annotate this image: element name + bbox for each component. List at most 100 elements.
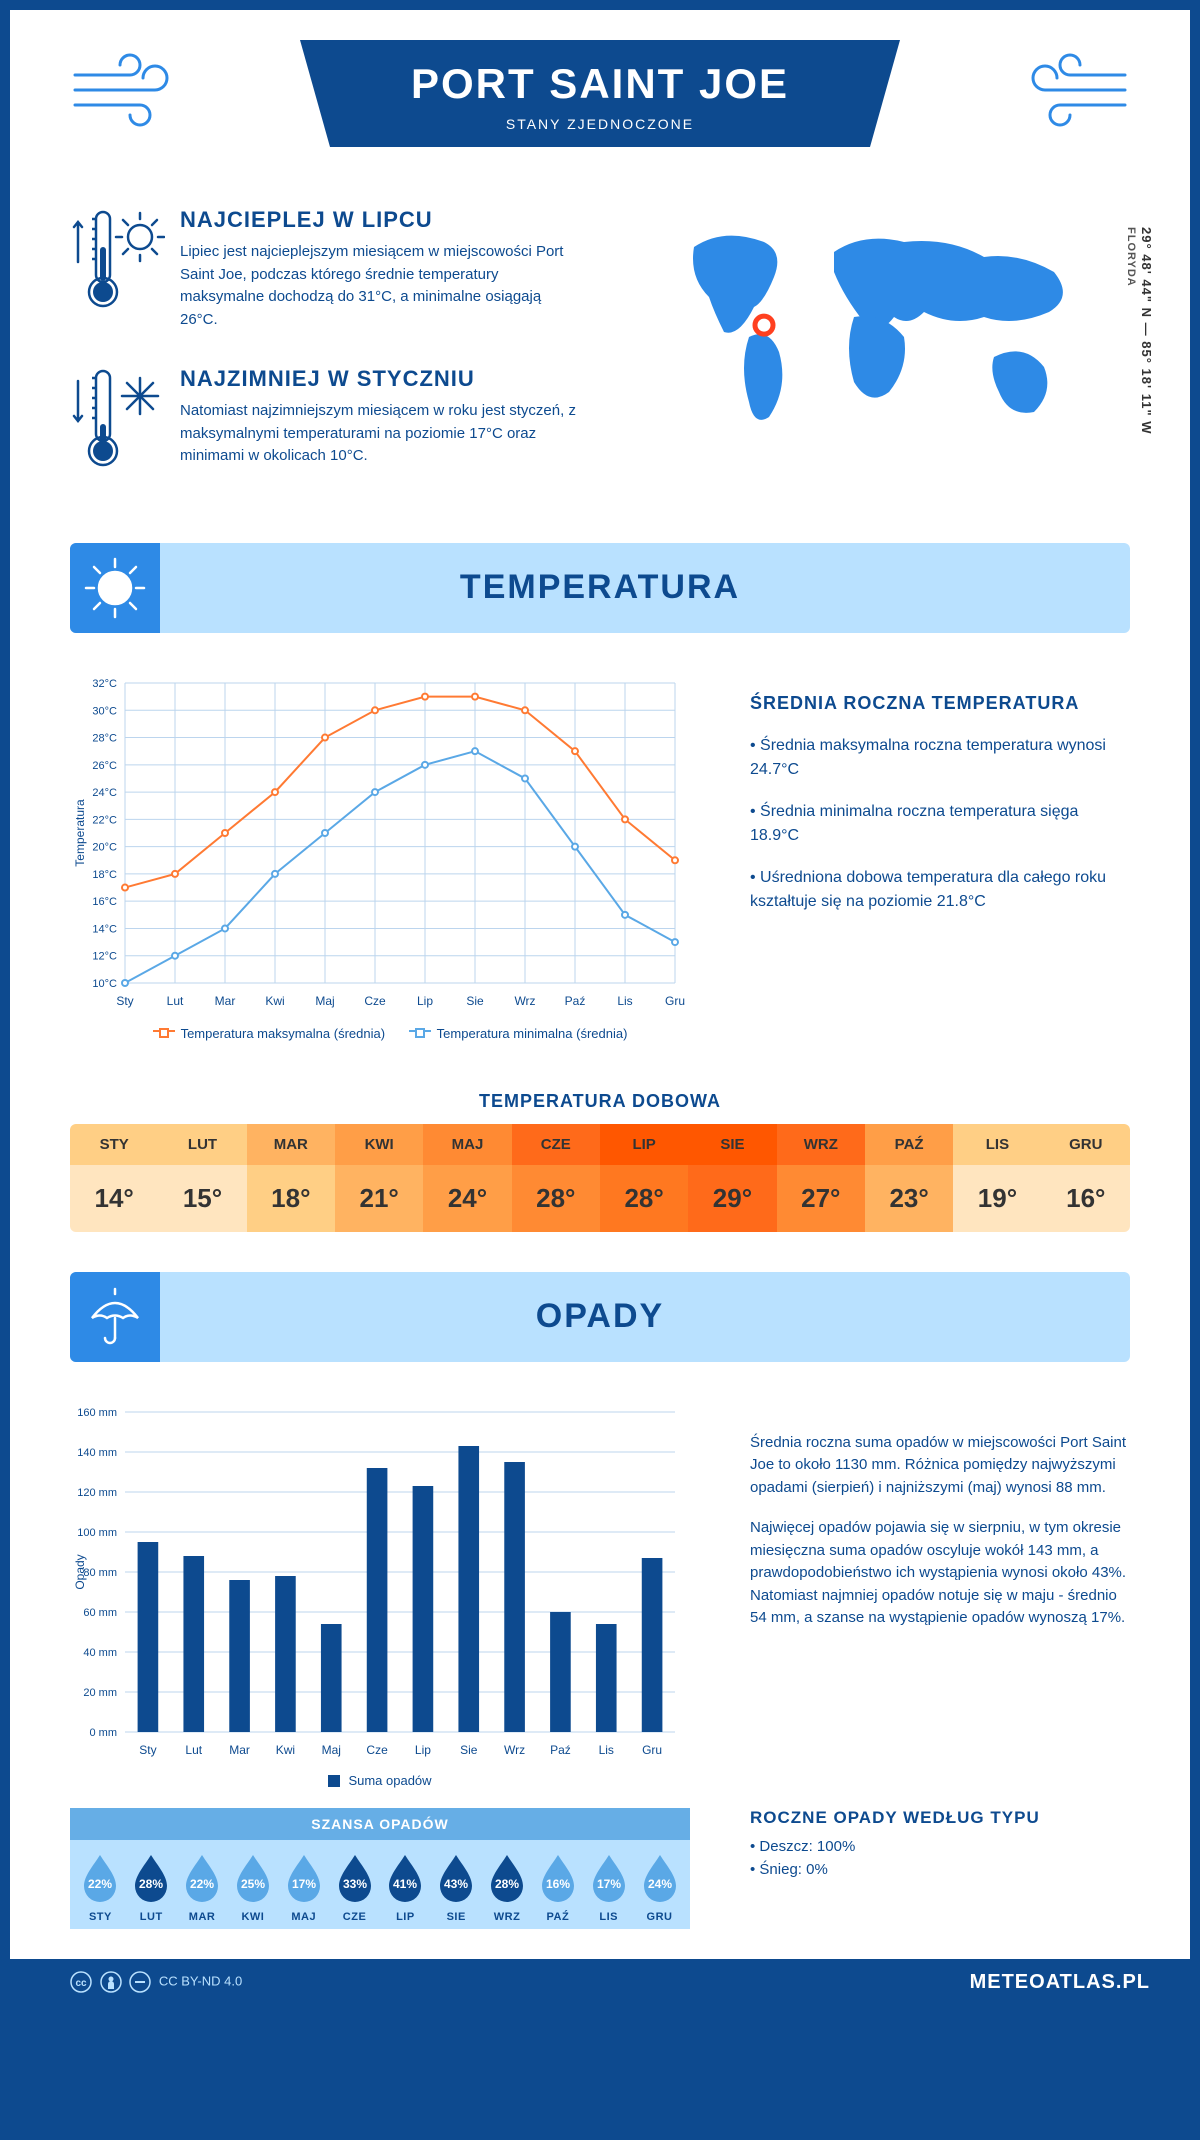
wind-icon [70,50,190,135]
svg-text:Lip: Lip [417,994,433,1008]
drop-cell: 22%MAR [177,1852,228,1923]
svg-text:30°C: 30°C [92,705,117,717]
precipitation-bar-chart: 0 mm20 mm40 mm60 mm80 mm100 mm120 mm140 … [70,1402,690,1762]
svg-text:Wrz: Wrz [504,1743,525,1757]
bottom-row: SZANSA OPADÓW 22%STY28%LUT22%MAR25%KWI17… [10,1808,1190,1959]
svg-text:28%: 28% [139,1877,163,1891]
svg-text:40 mm: 40 mm [83,1647,117,1659]
svg-text:Sie: Sie [466,994,484,1008]
legend-swatch-max [153,1030,175,1038]
svg-text:120 mm: 120 mm [77,1487,117,1499]
daily-cell: LUT15° [158,1124,246,1232]
svg-text:Sie: Sie [460,1743,478,1757]
svg-text:41%: 41% [393,1877,417,1891]
svg-text:10°C: 10°C [92,978,117,990]
daily-cell: LIS19° [953,1124,1041,1232]
svg-text:17%: 17% [292,1877,316,1891]
svg-text:17%: 17% [597,1877,621,1891]
svg-text:Sty: Sty [116,994,133,1008]
temp-bullet-1: • Średnia maksymalna roczna temperatura … [750,734,1130,782]
legend-label-min: Temperatura minimalna (średnia) [437,1026,628,1041]
section-title: TEMPERATURA [460,568,740,607]
temp-chart-wrap: 10°C12°C14°C16°C18°C20°C22°C24°C26°C28°C… [70,673,690,1041]
svg-text:Lut: Lut [185,1743,202,1757]
header-ribbon: PORT SAINT JOE STANY ZJEDNOCZONE [300,40,900,147]
section-title-opady: OPADY [536,1297,664,1336]
daily-cell: SIE29° [688,1124,776,1232]
legend-swatch-min [409,1030,431,1038]
rain-chance-heading: SZANSA OPADÓW [70,1808,690,1840]
svg-text:Gru: Gru [665,994,685,1008]
fact-hot-text: Lipiec jest najcieplejszym miesiącem w m… [180,241,579,331]
footer: cc CC BY-ND 4.0 METEOATLAS.PL [10,1959,1190,2006]
temp-legend: Temperatura maksymalna (średnia) Tempera… [70,1026,690,1041]
rain-type-l2: • Śnieg: 0% [750,1861,1130,1878]
svg-text:26°C: 26°C [92,759,117,771]
svg-text:18°C: 18°C [92,868,117,880]
svg-text:43%: 43% [444,1877,468,1891]
drop-cell: 28%LUT [126,1852,177,1923]
drop-cell: 28%WRZ [482,1852,533,1923]
svg-text:160 mm: 160 mm [77,1407,117,1419]
temperature-line-chart: 10°C12°C14°C16°C18°C20°C22°C24°C26°C28°C… [70,673,690,1013]
svg-text:Cze: Cze [364,994,386,1008]
svg-text:Mar: Mar [229,1743,250,1757]
daily-cell: LIP28° [600,1124,688,1232]
svg-text:60 mm: 60 mm [83,1607,117,1619]
daily-temp-heading: TEMPERATURA DOBOWA [10,1071,1190,1124]
drop-cell: 22%STY [75,1852,126,1923]
drop-cell: 43%SIE [431,1852,482,1923]
rain-chance-panel: SZANSA OPADÓW 22%STY28%LUT22%MAR25%KWI17… [70,1808,690,1929]
drop-cell: 41%LIP [380,1852,431,1923]
svg-text:16%: 16% [546,1877,570,1891]
svg-text:Temperatura: Temperatura [73,798,87,866]
svg-text:24%: 24% [648,1877,672,1891]
svg-text:22%: 22% [88,1877,112,1891]
svg-text:32°C: 32°C [92,678,117,690]
thermometer-cold-icon [70,366,165,476]
svg-text:28°C: 28°C [92,732,117,744]
svg-text:14°C: 14°C [92,923,117,935]
svg-text:140 mm: 140 mm [77,1447,117,1459]
daily-cell: STY14° [70,1124,158,1232]
rain-text-2: Najwięcej opadów pojawia się w sierpniu,… [750,1517,1130,1630]
site-brand: METEOATLAS.PL [970,1971,1150,1994]
svg-text:cc: cc [75,1978,87,1989]
daily-cell: MAJ24° [423,1124,511,1232]
svg-text:Maj: Maj [315,994,334,1008]
city-title: PORT SAINT JOE [400,60,800,108]
header: PORT SAINT JOE STANY ZJEDNOCZONE [10,10,1190,167]
thermometer-hot-icon [70,207,165,317]
drop-cell: 25%KWI [227,1852,278,1923]
svg-text:Wrz: Wrz [514,994,535,1008]
license-text: CC BY-ND 4.0 [159,1973,242,1988]
svg-text:Opady: Opady [73,1554,87,1589]
svg-text:28%: 28% [495,1877,519,1891]
svg-text:16°C: 16°C [92,896,117,908]
svg-text:Lip: Lip [415,1743,431,1757]
umbrella-icon [70,1272,160,1362]
drop-cell: 17%MAJ [278,1852,329,1923]
fact-cold-title: NAJZIMNIEJ W STYCZNIU [180,366,579,392]
daily-cell: MAR18° [247,1124,335,1232]
svg-text:Cze: Cze [366,1743,388,1757]
temp-bullet-2: • Średnia minimalna roczna temperatura s… [750,800,1130,848]
rain-chart-wrap: 0 mm20 mm40 mm60 mm80 mm100 mm120 mm140 … [70,1402,690,1788]
map-column: 29° 48' 44" N — 85° 18' 11" WFLORYDA [619,207,1130,503]
daily-cell: PAŹ23° [865,1124,953,1232]
rain-side: Średnia roczna suma opadów w miejscowośc… [750,1402,1130,1788]
daily-cell: WRZ27° [777,1124,865,1232]
svg-text:22°C: 22°C [92,814,117,826]
svg-text:Paź: Paź [550,1743,571,1757]
rain-chance-drops-row: 22%STY28%LUT22%MAR25%KWI17%MAJ33%CZE41%L… [70,1840,690,1929]
rain-type-heading: ROCZNE OPADY WEDŁUG TYPU [750,1808,1130,1828]
rain-body: 0 mm20 mm40 mm60 mm80 mm100 mm120 mm140 … [10,1392,1190,1808]
fact-hot-title: NAJCIEPLEJ W LIPCU [180,207,579,233]
daily-cell: GRU16° [1042,1124,1130,1232]
rain-text-1: Średnia roczna suma opadów w miejscowośc… [750,1432,1130,1500]
svg-text:33%: 33% [343,1877,367,1891]
rain-type-block: ROCZNE OPADY WEDŁUG TYPU • Deszcz: 100% … [750,1808,1130,1878]
legend-label-max: Temperatura maksymalna (średnia) [181,1026,385,1041]
drop-cell: 16%PAŹ [532,1852,583,1923]
svg-text:80 mm: 80 mm [83,1567,117,1579]
